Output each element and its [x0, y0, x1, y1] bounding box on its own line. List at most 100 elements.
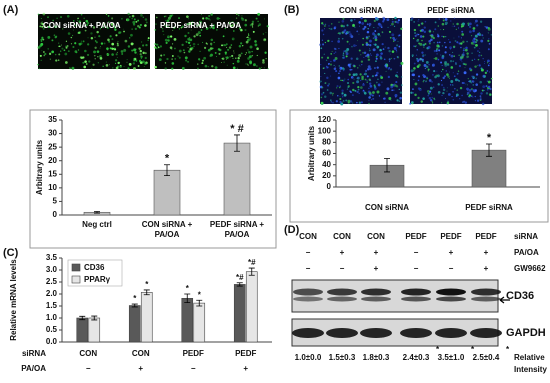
cell-signal — [340, 102, 344, 106]
x-row-name: siRNA — [22, 349, 46, 358]
y-tick-label: 100 — [318, 126, 332, 135]
cell-signal — [376, 53, 379, 57]
cell-signal — [416, 33, 419, 36]
cell-signal — [381, 81, 383, 83]
cell-signal — [111, 47, 114, 51]
cell-signal — [365, 43, 369, 46]
cell-signal — [442, 86, 445, 89]
cell-signal — [381, 43, 384, 46]
cell-signal — [412, 88, 414, 91]
cell-signal — [210, 38, 214, 42]
cell-signal — [349, 43, 351, 45]
cell-signal — [356, 77, 358, 79]
cell-signal — [102, 65, 104, 68]
cell-signal — [171, 62, 175, 65]
cell-signal — [471, 52, 473, 54]
cell-signal — [164, 38, 168, 42]
cell-signal — [97, 62, 99, 64]
cell-signal — [221, 62, 223, 64]
cell-signal — [140, 57, 142, 59]
cell-signal — [488, 38, 490, 40]
cell-signal — [237, 60, 240, 62]
cell-signal — [41, 23, 45, 26]
cell-signal — [472, 29, 475, 33]
cell-signal — [187, 41, 191, 44]
cell-signal — [472, 89, 476, 92]
cell-signal — [364, 69, 368, 72]
cell-signal — [460, 46, 462, 49]
cell-signal — [115, 34, 118, 37]
cell-signal — [445, 36, 447, 38]
cell-signal — [413, 70, 415, 72]
band — [470, 328, 502, 338]
cell-signal — [410, 69, 414, 73]
cell-signal — [374, 38, 378, 42]
cell-signal — [264, 18, 266, 20]
cell-signal — [338, 86, 341, 89]
cell-signal — [422, 43, 426, 47]
cell-signal — [393, 25, 396, 27]
cell-signal — [465, 83, 467, 85]
significance-mark: * — [471, 345, 475, 354]
bar — [181, 298, 194, 343]
cell-signal — [330, 101, 332, 103]
cell-signal — [368, 49, 371, 52]
cell-signal — [337, 95, 339, 97]
cell-signal — [111, 17, 114, 20]
cell-signal — [139, 53, 142, 56]
cell-signal — [471, 35, 473, 37]
cell-signal — [42, 12, 46, 16]
cell-signal — [202, 17, 205, 20]
cell-signal — [124, 39, 128, 43]
lane-label: − — [449, 264, 454, 273]
error-bar — [236, 282, 243, 287]
cell-signal — [132, 62, 136, 65]
cell-signal — [365, 55, 367, 57]
cell-signal — [156, 43, 159, 46]
cell-signal — [463, 71, 467, 75]
cell-signal — [434, 21, 437, 24]
cell-signal — [48, 52, 52, 55]
cell-signal — [368, 87, 370, 90]
cell-signal — [458, 64, 462, 68]
cell-signal — [43, 25, 47, 28]
cell-signal — [206, 43, 208, 45]
lane-label: − — [414, 248, 419, 257]
cell-signal — [240, 28, 243, 32]
cell-signal — [368, 35, 370, 38]
cell-signal — [363, 91, 367, 95]
error-bar — [79, 315, 86, 321]
cell-signal — [98, 35, 101, 38]
cell-signal — [377, 78, 379, 80]
cell-signal — [474, 34, 478, 38]
cell-signal — [338, 65, 341, 67]
y-tick-label: 15 — [48, 169, 57, 178]
significance-mark: * — [487, 132, 492, 144]
cell-signal — [209, 47, 213, 50]
row-name: siRNA — [514, 232, 538, 241]
cell-signal — [110, 22, 114, 26]
cell-signal — [366, 79, 368, 81]
cell-signal — [487, 64, 490, 67]
bar — [223, 142, 251, 216]
cell-signal — [320, 101, 324, 105]
cell-signal — [484, 61, 485, 63]
cell-signal — [454, 78, 458, 82]
cell-signal — [241, 15, 243, 17]
cell-signal — [236, 13, 238, 15]
cell-signal — [77, 32, 79, 34]
cell-signal — [463, 47, 465, 49]
cell-signal — [114, 59, 118, 62]
cell-signal — [133, 48, 137, 52]
cell-signal — [367, 59, 369, 61]
cell-signal — [47, 35, 51, 39]
cell-signal — [84, 49, 87, 53]
cell-signal — [414, 34, 417, 37]
cell-signal — [487, 62, 489, 64]
cell-signal — [227, 48, 230, 51]
cell-signal — [448, 39, 450, 41]
cell-signal — [330, 27, 333, 31]
cell-signal — [49, 58, 51, 60]
cell-signal — [456, 41, 459, 44]
cell-signal — [394, 94, 398, 97]
